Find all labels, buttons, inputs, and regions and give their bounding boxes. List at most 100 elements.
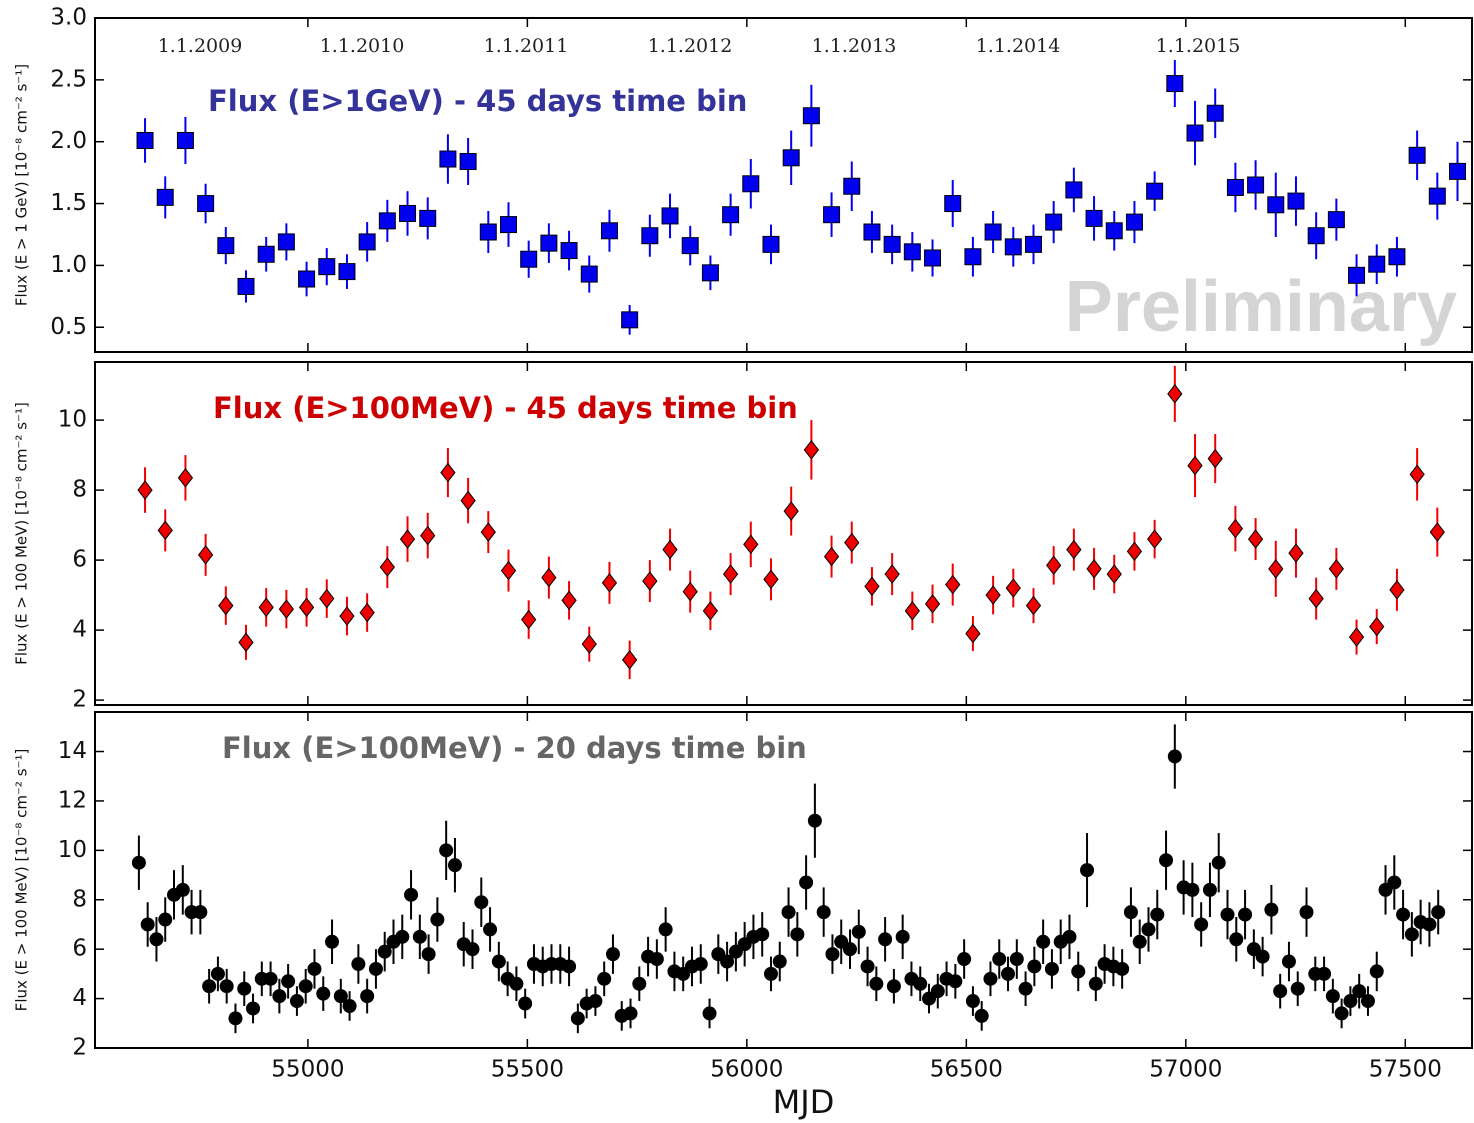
data-point [1334,1006,1349,1021]
data-point [1429,522,1445,542]
data-point [632,976,647,991]
data-point [177,468,194,488]
data-point [278,599,295,619]
data-point [1146,182,1164,200]
data-point [210,966,225,981]
data-point [1036,934,1051,949]
data-point [412,929,427,944]
panel: 2 4 6 8 10 12 14 55000 55500 56000 56500 57000 57500… [13,711,1473,1121]
data-point [378,212,396,230]
data-point [1264,902,1279,917]
data-point [661,207,679,225]
data-point [851,924,866,939]
data-point [316,986,331,1001]
data-point [480,522,496,542]
data-point [755,927,770,942]
data-point [197,195,215,213]
data-point [597,971,612,986]
data-point [903,243,921,261]
data-point [1229,932,1244,947]
data-point [844,532,860,553]
y-axis-label: Flux (E > 100 MeV) [10⁻⁸ cm⁻² s⁻¹] [13,749,31,1012]
data-point [1206,104,1224,122]
data-point [483,922,498,937]
data-point [377,944,392,959]
data-point [1045,213,1063,231]
y-tick-label: 12 [58,787,87,813]
data-point [1141,922,1156,937]
data-point [1247,176,1265,194]
data-point [884,564,900,584]
data-point [1299,905,1314,920]
data-point [965,623,981,644]
watermark: Preliminary [1065,267,1457,347]
data-point [1115,961,1130,976]
data-point [924,594,941,614]
date-label: 1.1.2013 [812,35,897,57]
data-point [742,175,760,193]
data-point [1123,905,1138,920]
y-tick-label: 8 [72,886,87,912]
data-point [662,539,678,560]
data-point [421,947,436,962]
data-point [693,957,708,971]
data-point [869,976,884,991]
data-point [560,242,578,260]
data-point [459,152,477,170]
data-point [351,957,366,971]
data-point [175,882,190,897]
data-point [944,195,962,213]
data-point [1220,907,1235,922]
data-point [1105,222,1123,240]
data-point [1066,539,1082,560]
data-point [541,567,557,588]
data-point [1024,235,1042,253]
data-point [379,557,395,577]
data-point [581,634,597,654]
data-point [218,595,234,616]
panel-annotation: Flux (E>100MeV) - 20 days time bin [222,731,807,765]
panel: 2 4 6 8 10 Flux (E > 100 MeV) [10⁻⁸ cm⁻² s⁻¹]… [13,361,1473,713]
y-axis-label: Flux (E > 100 MeV) [10⁻⁸ cm⁻² s⁻¹] [13,402,31,665]
data-point [1202,882,1217,897]
data-point [395,929,410,944]
data-point [131,855,146,870]
data-point [368,961,383,976]
y-tick-label: 2 [72,1035,87,1061]
data-point [136,131,154,149]
data-point [500,560,517,581]
data-point [474,895,489,910]
data-point [984,223,1002,241]
data-point [1396,907,1411,922]
data-point [722,564,739,584]
data-point [404,887,419,902]
data-point [1126,541,1143,562]
data-point [823,546,840,567]
data-point [621,311,639,329]
date-label: 1.1.2011 [484,35,569,57]
data-point [1325,989,1340,1004]
data-point [1207,448,1223,469]
data-point [289,994,304,1009]
data-point [1387,875,1402,890]
data-point [641,227,659,245]
data-point [319,588,335,609]
data-point [992,952,1007,967]
data-point [701,264,719,282]
data-point [509,976,524,991]
data-point [790,927,805,942]
data-point [1001,966,1016,981]
y-tick-label: 3.0 [50,5,87,31]
data-point [491,954,506,969]
y-tick-label: 0.5 [50,314,87,340]
data-point [561,590,577,611]
data-point [439,843,454,858]
plot-frame [94,17,1473,353]
data-point [1159,853,1174,868]
plot-frame [94,361,1473,706]
data-point [338,263,356,281]
data-point [658,922,673,937]
data-point [878,932,893,947]
data-point [622,650,638,670]
x-tick-label: 57500 [1369,1057,1442,1083]
